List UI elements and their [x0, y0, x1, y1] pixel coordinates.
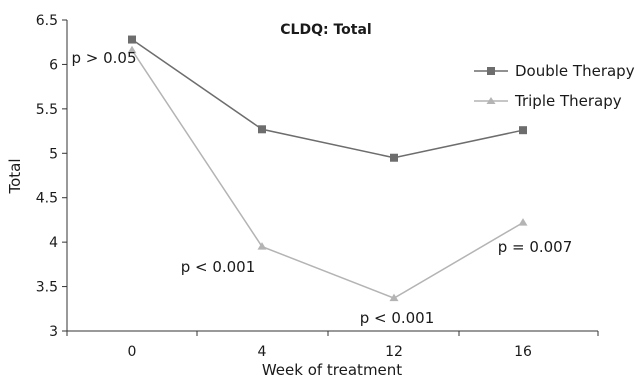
- series-line-double-therapy: [131, 38, 524, 159]
- legend-triple-therapy-label: Triple Therapy: [514, 92, 622, 110]
- chart-title: CLDQ: Total: [280, 22, 371, 38]
- y-tick-label: 4.5: [36, 191, 58, 207]
- x-tick-label: 0: [128, 344, 137, 360]
- legend-double-therapy-square-marker: [487, 67, 495, 75]
- y-tick-label: 5.5: [36, 102, 58, 118]
- data-point-double-therapy: [390, 153, 398, 162]
- legend: Double Therapy Triple Therapy: [474, 62, 635, 110]
- data-point-double-therapy: [128, 35, 136, 44]
- p-value-annotation: p < 0.001: [181, 258, 256, 276]
- x-tick-label: 16: [514, 344, 532, 360]
- y-tick-label: 4: [49, 235, 58, 251]
- legend-item-double-therapy: Double Therapy: [474, 62, 635, 80]
- y-tick-label: 5: [49, 146, 58, 162]
- series-layer: [127, 35, 528, 302]
- x-tick-label: 4: [258, 344, 267, 360]
- y-tick-label: 6.5: [36, 13, 58, 29]
- y-axis-ticks: 3 3.5 4 4.5 5 5.5 6 6.5: [36, 13, 67, 340]
- y-axis-title: Total: [6, 158, 24, 194]
- p-value-annotation: p < 0.001: [360, 309, 435, 327]
- x-axis-title: Week of treatment: [262, 361, 402, 379]
- y-tick-label: 3.5: [36, 280, 58, 296]
- p-value-annotation: p = 0.007: [498, 238, 573, 256]
- legend-double-therapy-label: Double Therapy: [515, 62, 635, 80]
- data-point-triple-therapy: [127, 45, 137, 54]
- data-point-triple-therapy: [389, 293, 399, 302]
- data-point-triple-therapy: [257, 242, 267, 250]
- series-line-triple-therapy: [131, 49, 524, 299]
- x-axis-ticks: 0 4 12 16: [66, 331, 599, 360]
- data-point-triple-therapy: [518, 218, 528, 226]
- y-tick-label: 6: [49, 57, 58, 73]
- legend-triple-therapy-triangle-marker: [486, 97, 496, 104]
- legend-item-triple-therapy: Triple Therapy: [474, 92, 622, 110]
- x-tick-label: 12: [385, 344, 403, 360]
- y-tick-label: 3: [49, 324, 58, 340]
- data-point-double-therapy: [519, 126, 527, 135]
- data-point-double-therapy: [258, 125, 266, 134]
- p-value-annotation: p > 0.05: [71, 49, 136, 67]
- annotation-layer: p > 0.05 p < 0.001 p < 0.001 p = 0.007: [71, 49, 572, 327]
